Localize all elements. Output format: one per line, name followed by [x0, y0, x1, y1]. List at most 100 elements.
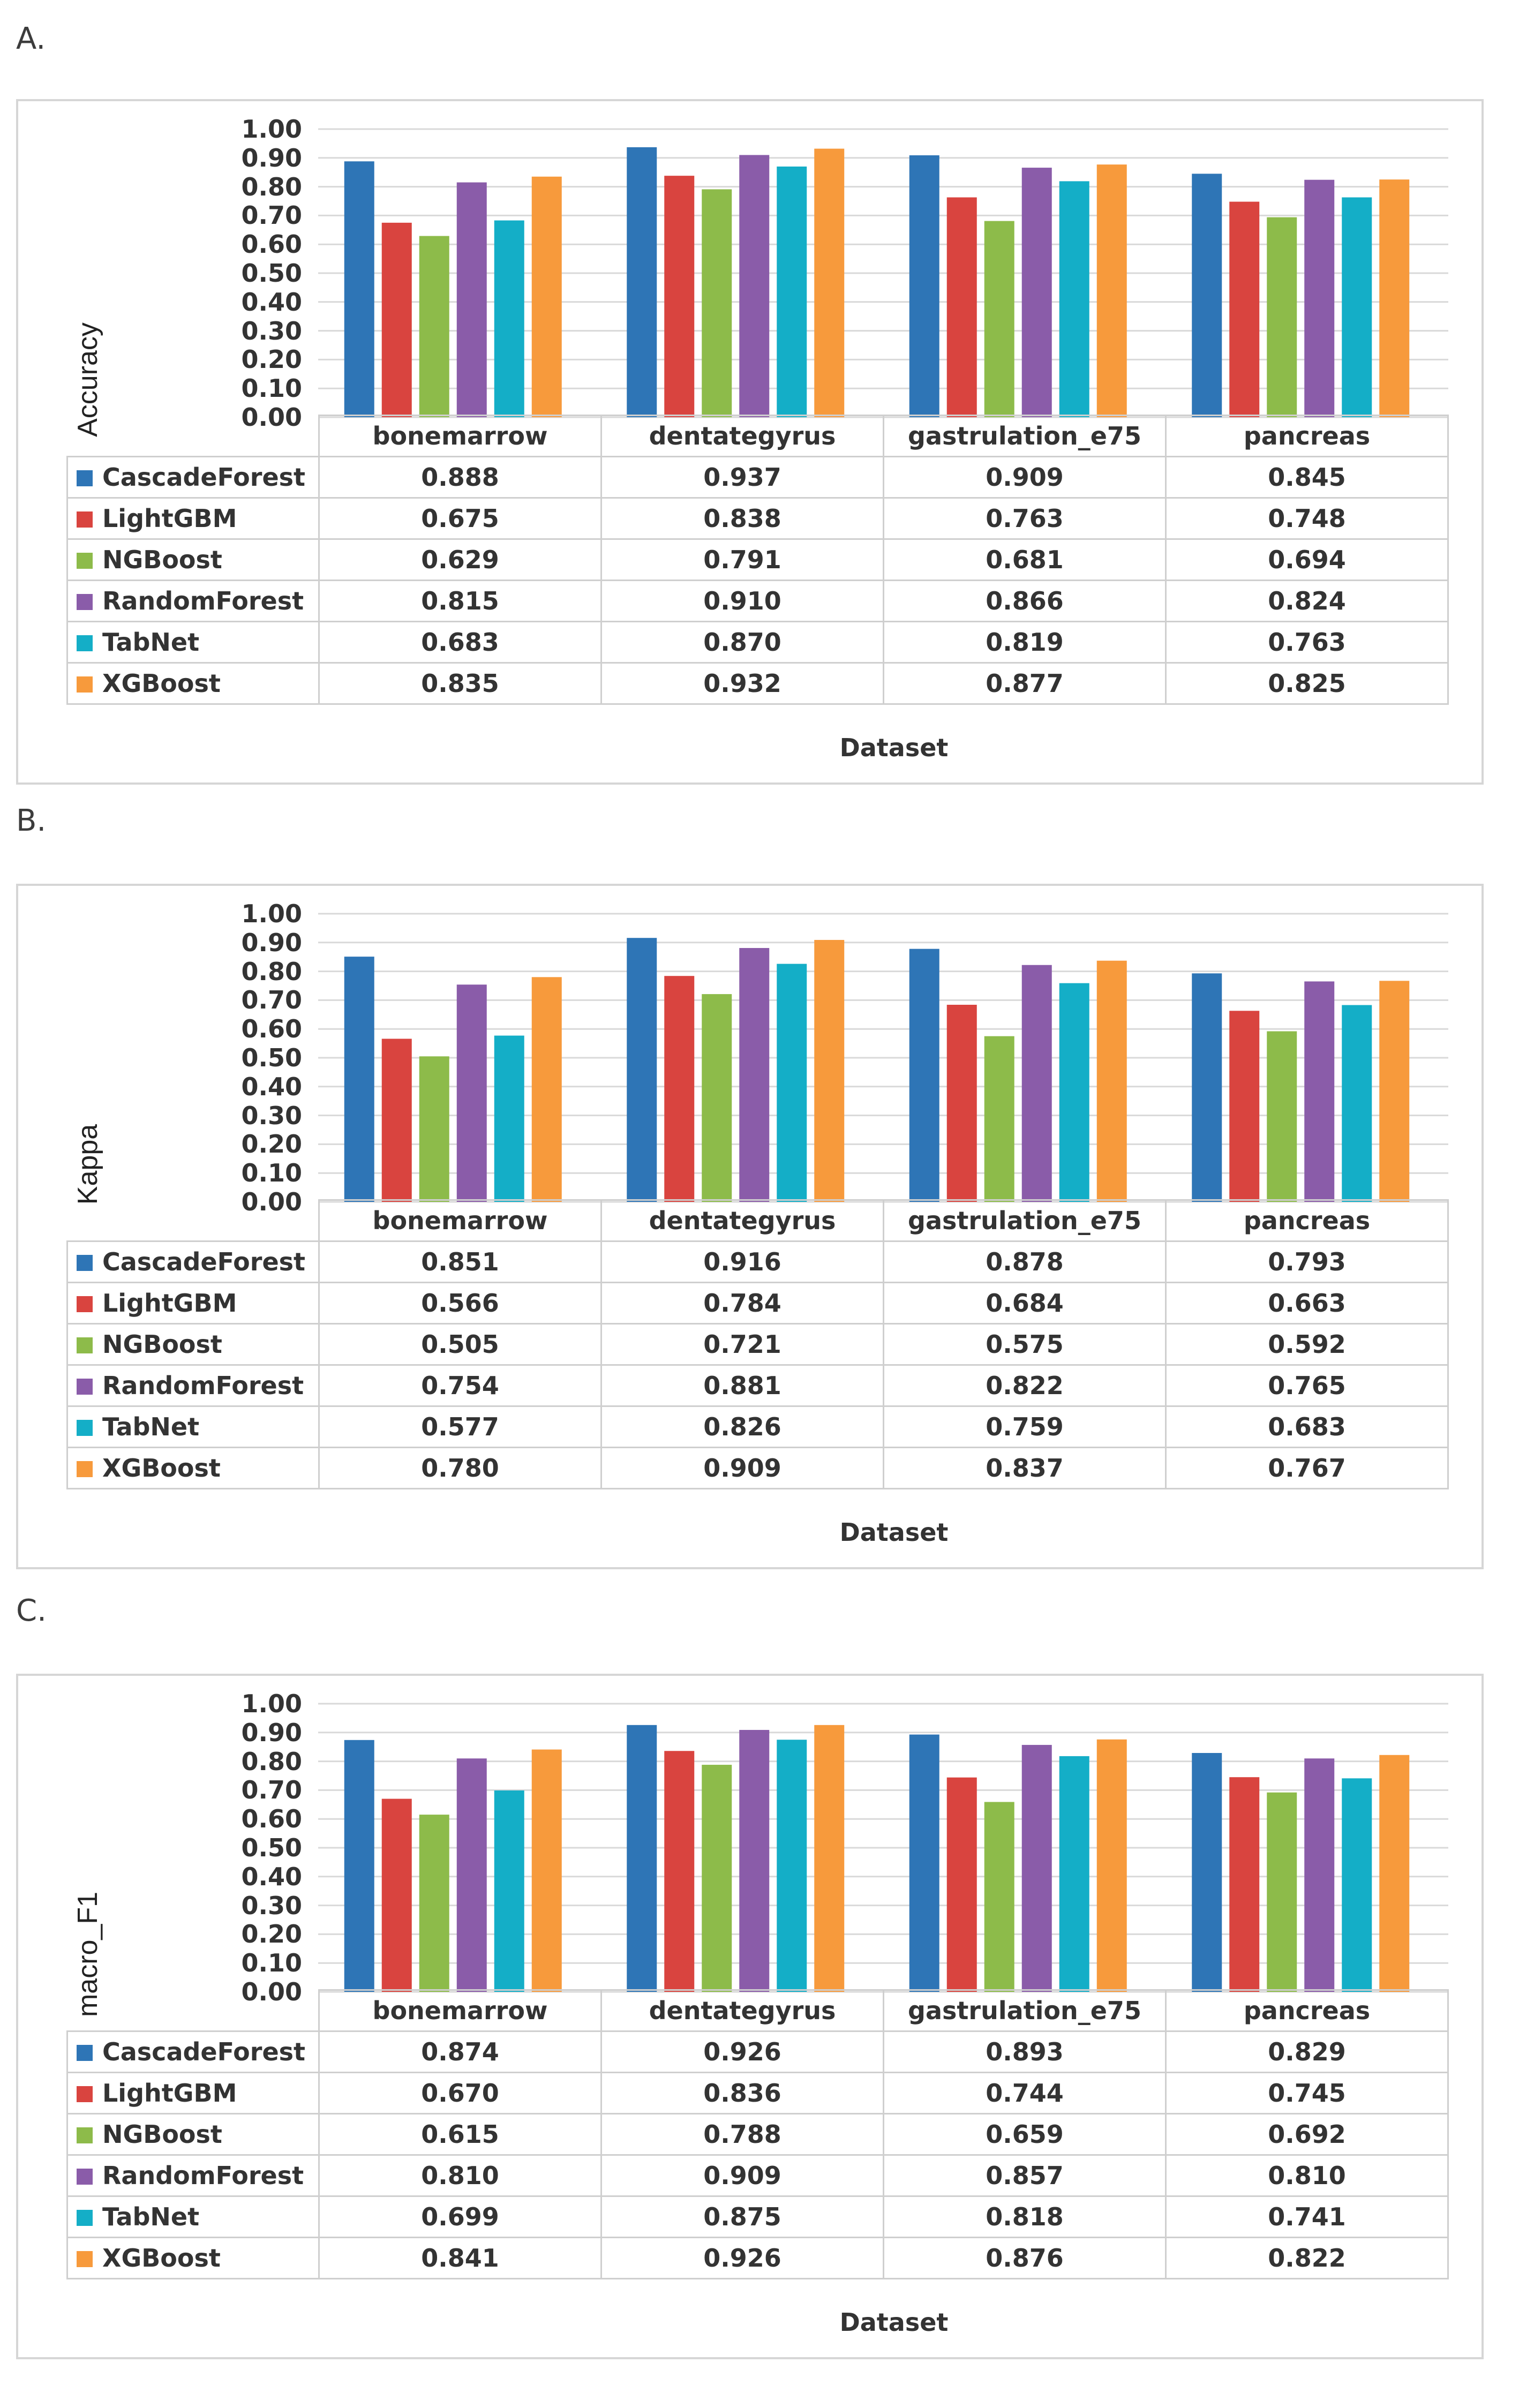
- category-label: pancreas: [1165, 415, 1449, 457]
- bar-lightgbm-gastrulation_e75: [946, 1777, 977, 1992]
- data-value-label: 0.826: [600, 1405, 884, 1448]
- data-value-label: 0.835: [318, 662, 602, 705]
- data-value-label: 0.822: [883, 1364, 1167, 1407]
- legend-label: TabNet: [102, 2202, 200, 2231]
- legend-label: RandomForest: [102, 1371, 304, 1400]
- y-axis-label: Kappa: [72, 1124, 103, 1205]
- legend-entry: XGBoost: [66, 2237, 320, 2279]
- bar-randomforest-dentategyrus: [739, 155, 770, 417]
- bar-lightgbm-bonemarrow: [381, 1039, 412, 1202]
- data-value-label: 0.788: [600, 2113, 884, 2156]
- y-tick-label: 0.50: [241, 259, 303, 288]
- data-value-label: 0.916: [600, 1240, 884, 1283]
- table-row: TabNet 0.699 0.875 0.818 0.741: [66, 2195, 1449, 2238]
- legend-label: XGBoost: [102, 669, 221, 698]
- legend-label: RandomForest: [102, 586, 304, 615]
- bar-cascadeforest-pancreas: [1192, 174, 1222, 417]
- data-value-label: 0.815: [318, 580, 602, 622]
- data-value-label: 0.825: [1165, 662, 1449, 705]
- bar-ngboost-dentategyrus: [702, 189, 732, 417]
- bar-cascadeforest-gastrulation_e75: [909, 1734, 939, 1992]
- legend-swatch: [77, 1337, 93, 1353]
- table-row: XGBoost 0.841 0.926 0.876 0.822: [66, 2237, 1449, 2279]
- legend-swatch: [77, 2210, 93, 2226]
- bar-cascadeforest-bonemarrow: [344, 957, 374, 1202]
- bar-cascadeforest-dentategyrus: [627, 1725, 657, 1992]
- legend-entry: CascadeForest: [66, 1240, 320, 1283]
- legend-entry: TabNet: [66, 1405, 320, 1448]
- chart-panel: Kappa 1.00 0.90 0.80 0.70 0.60 0.50 0.40 0.30 0.2…: [16, 884, 1484, 1569]
- data-value-label: 0.745: [1165, 2072, 1449, 2114]
- bar-xgboost-bonemarrow: [531, 977, 562, 1202]
- bar-tabnet-bonemarrow: [494, 1035, 524, 1202]
- data-value-label: 0.765: [1165, 1364, 1449, 1407]
- data-value-label: 0.893: [883, 2030, 1167, 2073]
- legend-swatch: [77, 511, 93, 528]
- data-value-label: 0.692: [1165, 2113, 1449, 2156]
- y-tick-label: 0.50: [241, 1833, 303, 1862]
- legend-label: XGBoost: [102, 1454, 221, 1483]
- data-value-label: 0.875: [600, 2195, 884, 2238]
- y-tick-label: 0.10: [241, 1948, 303, 1978]
- data-value-label: 0.866: [883, 580, 1167, 622]
- table-row: TabNet 0.683 0.870 0.819 0.763: [66, 621, 1449, 664]
- legend-swatch: [77, 2086, 93, 2102]
- bar-randomforest-pancreas: [1304, 1758, 1335, 1992]
- bar-tabnet-pancreas: [1342, 1778, 1372, 1992]
- bar-randomforest-gastrulation_e75: [1021, 965, 1052, 1202]
- x-axis-label: Dataset: [839, 733, 949, 762]
- data-value-label: 0.878: [883, 1240, 1167, 1283]
- data-value-label: 0.744: [883, 2072, 1167, 2114]
- bar-tabnet-gastrulation_e75: [1059, 983, 1089, 1202]
- y-tick-label: 1.00: [241, 899, 303, 928]
- bar-xgboost-pancreas: [1379, 1755, 1410, 1992]
- legend-entry: LightGBM: [66, 1282, 320, 1325]
- y-tick-label: 0.70: [241, 985, 303, 1015]
- table-row: LightGBM 0.670 0.836 0.744 0.745: [66, 2072, 1449, 2114]
- table-row: LightGBM 0.675 0.838 0.763 0.748: [66, 497, 1449, 540]
- legend-swatch: [77, 1461, 93, 1477]
- y-tick-label: 0.10: [241, 374, 303, 403]
- category-label: pancreas: [1165, 1989, 1449, 2032]
- legend-swatch: [77, 2251, 93, 2267]
- bar-tabnet-pancreas: [1342, 1005, 1372, 1202]
- data-value-label: 0.592: [1165, 1323, 1449, 1366]
- legend-label: CascadeForest: [102, 2037, 306, 2066]
- data-value-label: 0.870: [600, 621, 884, 664]
- data-value-label: 0.763: [883, 497, 1167, 540]
- data-value-label: 0.784: [600, 1282, 884, 1325]
- bar-lightgbm-bonemarrow: [381, 222, 412, 417]
- bar-tabnet-dentategyrus: [777, 166, 807, 417]
- bar-tabnet-dentategyrus: [777, 1740, 807, 1992]
- bar-randomforest-pancreas: [1304, 179, 1335, 417]
- data-value-label: 0.857: [883, 2154, 1167, 2197]
- bar-randomforest-gastrulation_e75: [1021, 168, 1052, 417]
- legend-label: LightGBM: [102, 2079, 237, 2108]
- bar-randomforest-bonemarrow: [456, 1758, 487, 1992]
- bar-ngboost-pancreas: [1267, 1031, 1297, 1202]
- bar-lightgbm-pancreas: [1229, 1011, 1260, 1202]
- plot-area: [318, 1703, 1448, 1993]
- bar-cascadeforest-gastrulation_e75: [909, 949, 939, 1202]
- legend-label: TabNet: [102, 628, 200, 657]
- data-value-label: 0.767: [1165, 1447, 1449, 1489]
- data-value-label: 0.819: [883, 621, 1167, 664]
- legend-entry: XGBoost: [66, 1447, 320, 1489]
- legend-label: NGBoost: [102, 2120, 222, 2149]
- bar-tabnet-bonemarrow: [494, 220, 524, 417]
- bar-lightgbm-gastrulation_e75: [946, 197, 977, 417]
- y-tick-label: 0.80: [241, 172, 303, 201]
- y-tick-label: 0.90: [241, 143, 303, 172]
- table-row: XGBoost 0.780 0.909 0.837 0.767: [66, 1447, 1449, 1489]
- bar-cascadeforest-pancreas: [1192, 973, 1222, 1202]
- bar-randomforest-dentategyrus: [739, 1729, 770, 1992]
- table-corner: [67, 1200, 320, 1242]
- bar-ngboost-gastrulation_e75: [984, 1036, 1014, 1202]
- legend-swatch: [77, 1296, 93, 1312]
- legend-entry: NGBoost: [66, 1323, 320, 1366]
- data-value-label: 0.810: [318, 2154, 602, 2197]
- category-label: gastrulation_e75: [883, 415, 1167, 457]
- y-tick-label: 0.90: [241, 1718, 303, 1747]
- chart-panel: Accuracy 1.00 0.90 0.80 0.70 0.60 0.50 0.40 0.30…: [16, 99, 1484, 785]
- data-value-label: 0.759: [883, 1405, 1167, 1448]
